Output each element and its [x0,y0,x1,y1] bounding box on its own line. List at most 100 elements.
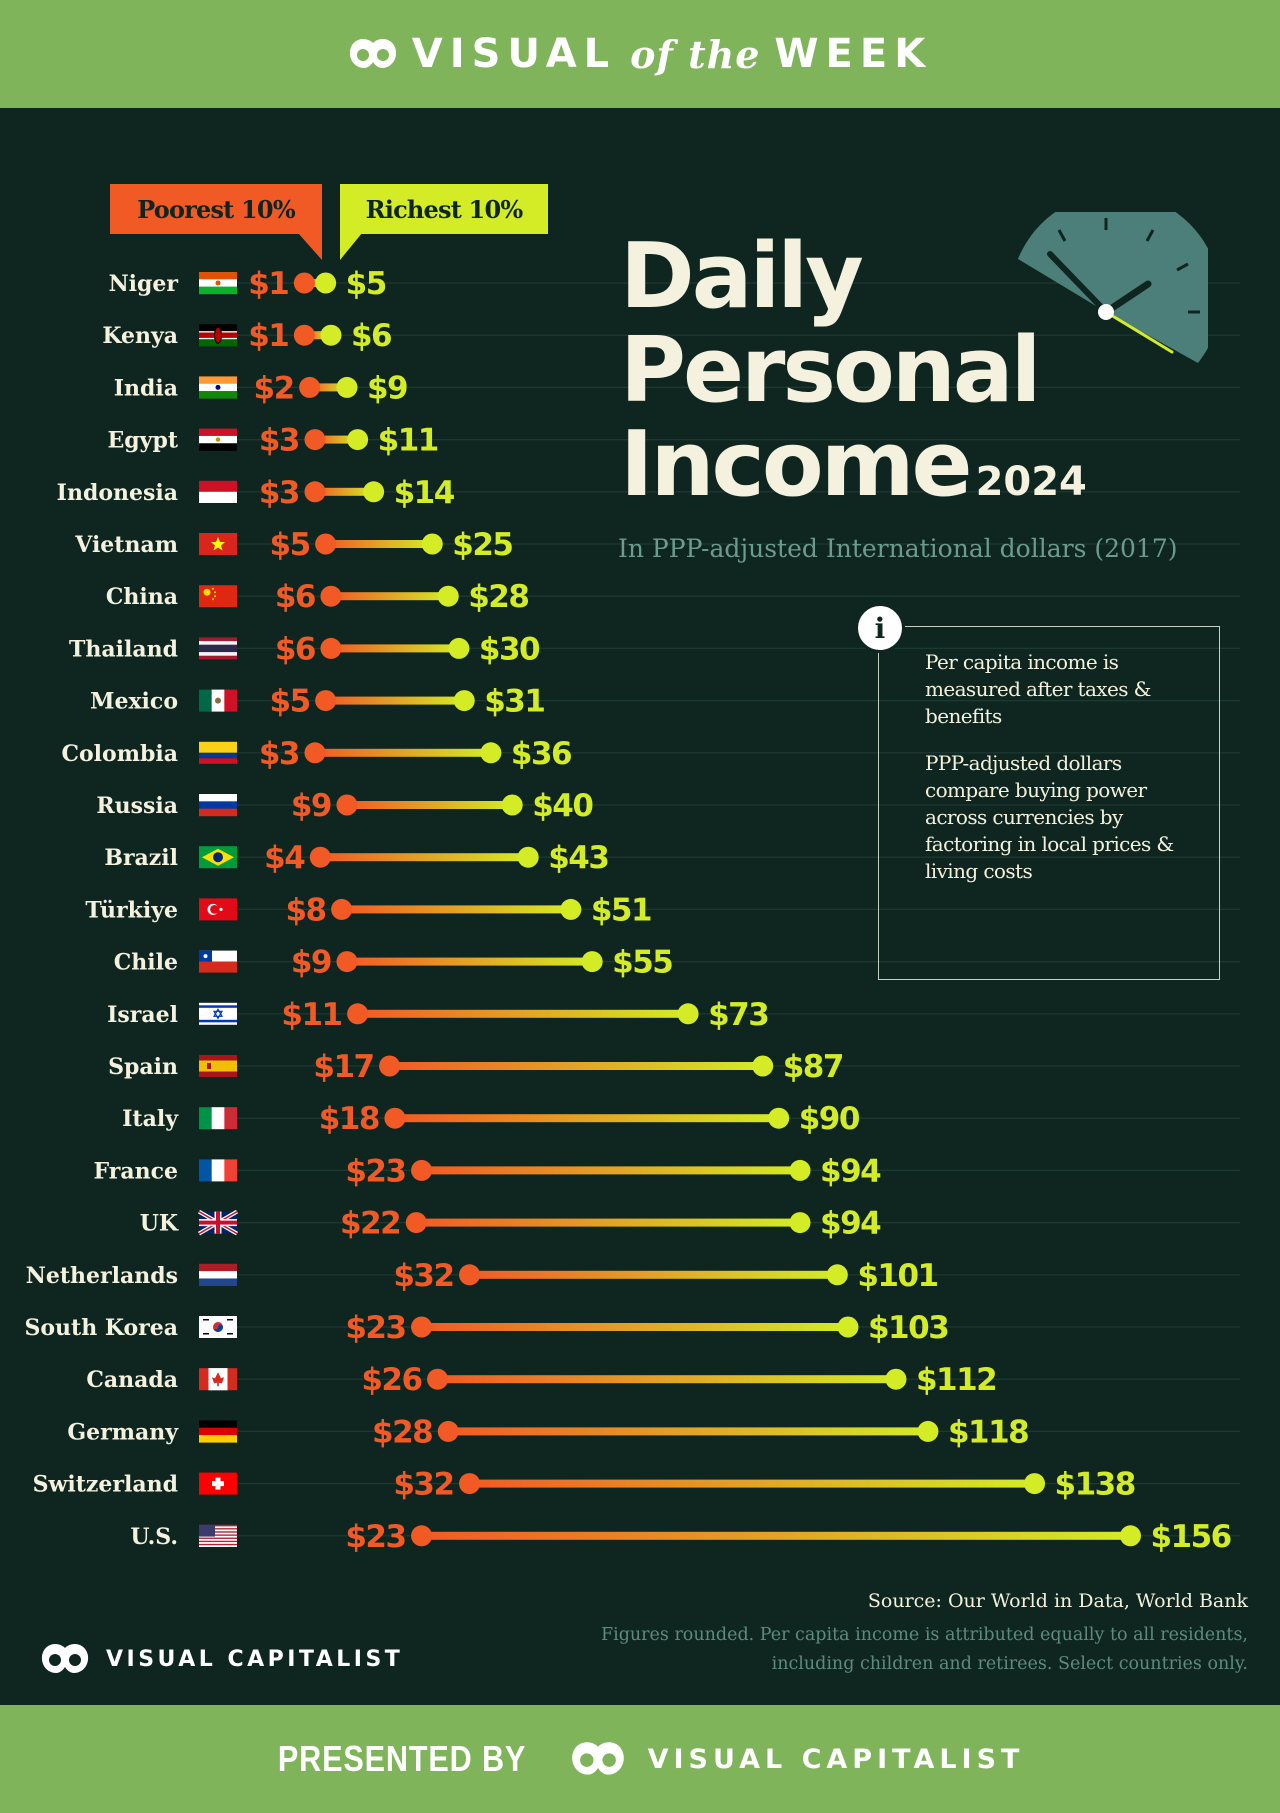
poorest-value-label: $28 [372,1414,432,1450]
range-bar [448,1427,928,1436]
niger-flag-icon [199,272,237,295]
chart-row: Netherlands $32 $101 [26,1258,1240,1294]
footer-brand-name: VISUAL CAPITALIST [106,1646,404,1672]
range-bar [314,435,358,444]
info-box: i Per capita income is measured after ta… [855,603,1220,980]
footnote-line-1: Figures rounded. Per capita income is at… [600,1625,1248,1645]
poorest-value-label: $6 [275,631,315,667]
poorest-value-label: $17 [313,1049,373,1085]
legend-poorest-label: Poorest 10% [137,194,296,224]
range-bar [309,383,347,392]
poorest-value-label: $9 [291,788,331,824]
richest-value-label: $73 [708,997,768,1033]
title-line-1: Daily [620,224,864,329]
france-flag-icon [199,1159,238,1182]
country-label: India [114,375,178,401]
poorest-value-label: $26 [361,1362,421,1398]
country-label: Türkiye [85,897,178,923]
poorest-dot [299,376,321,398]
richest-value-label: $43 [548,840,608,876]
richest-dot [1119,1525,1141,1547]
bottom-banner-brand: VISUAL CAPITALIST [647,1743,1025,1775]
richest-dot [560,898,582,920]
richest-dot [421,533,443,555]
country-label: China [106,584,178,610]
poorest-dot [309,846,331,868]
richest-value-label: $156 [1150,1519,1230,1555]
chart-row: Colombia $3 $36 [62,736,1240,772]
richest-dot [453,690,475,712]
range-bar [416,1218,801,1227]
egypt-flag-icon [199,428,237,451]
country-label: Russia [96,793,178,819]
richest-value-label: $103 [868,1310,948,1346]
banner-brand-right: WEEK [774,31,933,77]
germany-flag-icon [199,1420,237,1443]
poorest-dot [331,898,353,920]
richest-value-label: $55 [612,945,672,981]
poorest-dot [293,324,315,346]
range-bar [357,1009,689,1018]
clock-icon [1018,212,1208,363]
chart-row: Brazil $4 $43 [104,840,1240,876]
chart-row: France $23 $94 [94,1153,1240,1189]
poorest-value-label: $9 [291,945,331,981]
chart-row: Egypt $3 $11 [108,423,1240,459]
poorest-dot [347,1003,369,1025]
range-bar [304,279,326,287]
country-label: Kenya [102,323,178,349]
richest-value-label: $11 [378,423,438,459]
china-flag-icon [199,585,237,608]
source-note: Source: Our World in Data, World Bank [867,1590,1248,1612]
range-bar [304,331,331,340]
richest-value-label: $40 [532,788,593,824]
country-label: Italy [122,1106,179,1132]
title-line-3: Income 2024 [620,420,1087,527]
country-label: France [94,1158,178,1184]
range-bar [325,540,433,548]
poorest-dot [320,637,342,659]
richest-dot [789,1212,811,1234]
range-bar [421,1323,848,1331]
poorest-dot [459,1264,481,1286]
country-label: Mexico [90,689,178,715]
india-flag-icon [199,376,237,399]
chart-row: Türkiye $8 $51 [85,892,1240,928]
poorest-value-label: $1 [248,318,288,354]
banner-brand-mid: of the [630,31,761,77]
country-label: Spain [108,1054,178,1080]
uk-flag-icon [197,1209,239,1236]
visual-capitalist-logo-icon [41,1644,89,1673]
banner-brand-left: VISUAL [411,31,617,77]
richest-value-label: $31 [484,684,544,720]
poorest-dot [315,690,337,712]
richest-dot [826,1264,848,1286]
richest-value-label: $9 [367,370,407,406]
richest-dot [885,1368,907,1390]
country-label: Niger [109,271,179,297]
chart-row: Israel $11 $73 [107,997,1240,1033]
poorest-dot [304,481,326,503]
country-label: Egypt [108,428,179,454]
poorest-dot [315,533,337,555]
chart-row: UK $22 $94 [140,1206,1240,1242]
poorest-value-label: $5 [270,684,310,720]
poorest-dot [384,1107,406,1129]
visual-capitalist-logo-icon [571,1742,624,1775]
richest-dot [437,585,459,607]
range-bar [394,1114,779,1123]
range-bar [330,644,459,653]
chart-row: China $6 $28 [106,579,1240,615]
richest-value-label: $118 [948,1414,1028,1450]
richest-dot [480,742,502,764]
poorest-value-label: $11 [281,997,341,1033]
switzerland-flag-icon [199,1472,237,1495]
bottom-banner: PRESENTED BY VISUAL CAPITALIST [0,1705,1280,1813]
richest-value-label: $25 [452,527,512,563]
chart-row: Vietnam $5 $25 [74,527,1240,563]
legend-poorest-pointer [298,233,322,260]
south-korea-flag-icon [199,1316,237,1338]
richest-dot [315,272,337,294]
chart-row: Italy $18 $90 [122,1101,1240,1137]
